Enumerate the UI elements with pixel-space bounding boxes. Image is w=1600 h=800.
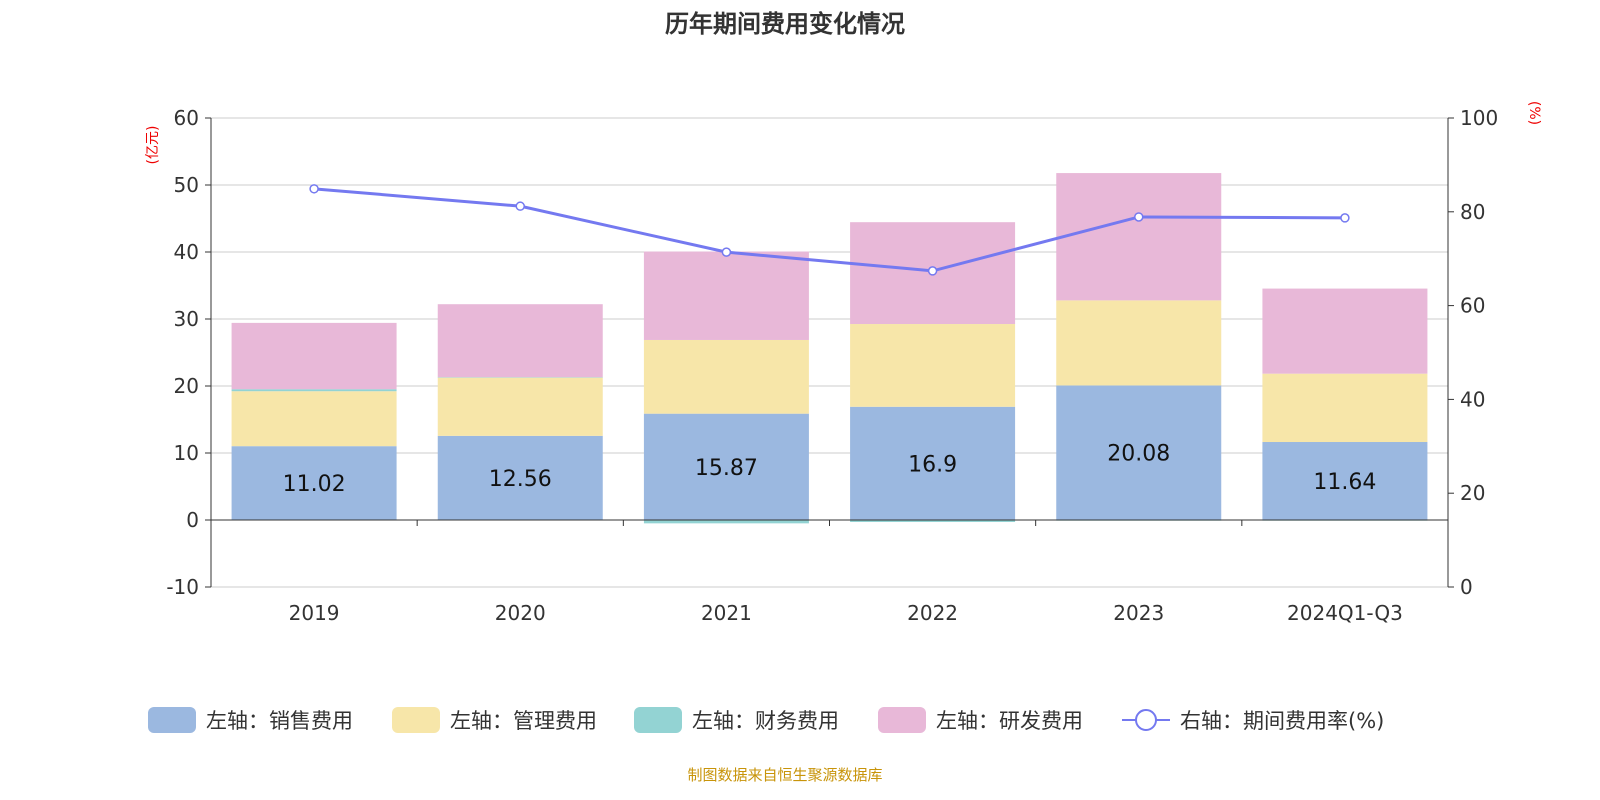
bar-segment (437, 377, 603, 436)
rate-point (515, 201, 525, 211)
bar-segment (1262, 442, 1428, 520)
bar-segment (850, 324, 1016, 407)
right-tick-label: 20 (1460, 481, 1485, 505)
right-tick-label: 40 (1460, 387, 1485, 411)
bar-data-label: 20.08 (1107, 442, 1170, 467)
x-tick-label: 2021 (701, 601, 752, 625)
bar-segment (643, 520, 809, 524)
bar-data-label: 15.87 (695, 456, 758, 481)
legend-swatch (634, 707, 682, 733)
rate-line (313, 187, 1345, 273)
bar-segment (437, 304, 603, 378)
right-tick-label: 0 (1460, 575, 1473, 599)
bar-segment (643, 413, 809, 520)
x-tick-label: 2020 (495, 601, 546, 625)
left-tick-label: 30 (174, 307, 199, 331)
right-tick-label: 100 (1460, 106, 1498, 130)
right-axis-unit: (%) (1526, 101, 1542, 125)
bar-data-label: 12.56 (489, 467, 552, 492)
left-tick-label: 20 (174, 374, 199, 398)
legend-label: 左轴：研发费用 (936, 709, 1083, 733)
legend-label: 左轴：销售费用 (206, 709, 353, 733)
legend-label: 右轴：期间费用率(%) (1180, 709, 1384, 733)
right-tick-label: 80 (1460, 200, 1485, 224)
bar-data-label: 16.9 (908, 452, 957, 477)
right-tick-label: 60 (1460, 294, 1485, 318)
bar-segment (850, 406, 1016, 520)
rate-point (1340, 213, 1350, 223)
bar-segment (231, 322, 397, 390)
bar-segment (1262, 373, 1428, 443)
bar-segment (1056, 300, 1222, 386)
bar-segment (850, 520, 1016, 523)
bar-segment (231, 391, 397, 447)
bar-segment (643, 339, 809, 414)
legend-swatch (878, 707, 926, 733)
bar-segment (1056, 173, 1222, 301)
legend-label: 左轴：管理费用 (450, 709, 597, 733)
legend-swatch (148, 707, 196, 733)
bar-segment (643, 251, 809, 340)
x-tick-label: 2024Q1-Q3 (1287, 601, 1403, 625)
source-note: 制图数据来自恒生聚源数据库 (687, 766, 882, 784)
left-tick-label: 0 (186, 508, 199, 532)
x-tick-label: 2023 (1113, 601, 1164, 625)
bar-segment (437, 435, 603, 520)
rate-point (1134, 212, 1144, 222)
rate-point (309, 184, 319, 194)
rate-point (721, 247, 732, 257)
left-axis-unit: (亿元) (145, 126, 161, 165)
bar-data-label: 11.02 (283, 472, 346, 497)
bar-segment (231, 446, 397, 520)
bar-segment (1056, 385, 1222, 520)
left-tick-label: 50 (174, 173, 199, 197)
bar-segment (231, 389, 397, 392)
x-tick-label: 2022 (907, 601, 958, 625)
chart-title: 历年期间费用变化情况 (665, 10, 905, 38)
legend-swatch (392, 707, 440, 733)
bar-data-label: 11.64 (1313, 470, 1376, 495)
left-tick-label: -10 (166, 575, 199, 599)
left-tick-label: 40 (174, 240, 199, 264)
left-tick-label: 60 (174, 106, 199, 130)
bar-segment (1262, 288, 1428, 374)
bar-segment (437, 377, 603, 378)
legend-label: 左轴：财务费用 (692, 709, 839, 733)
left-tick-label: 10 (174, 441, 199, 465)
rate-point (927, 266, 938, 276)
x-tick-label: 2019 (289, 601, 340, 625)
legend-marker (1135, 709, 1157, 731)
